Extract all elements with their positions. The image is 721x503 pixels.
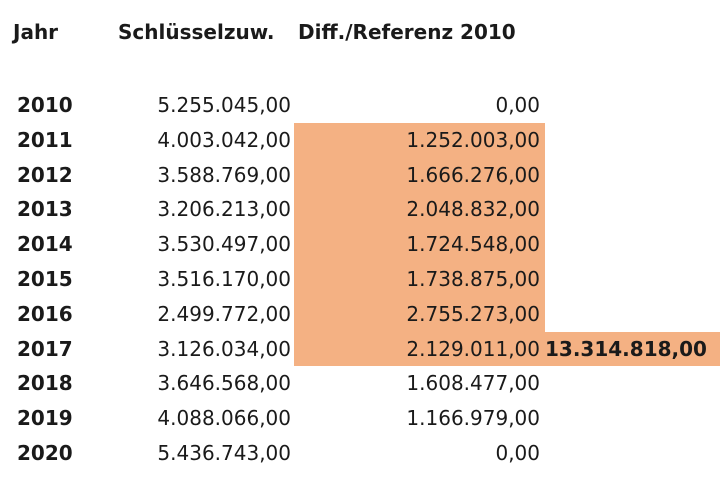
year-cell: 2014 [17,232,73,257]
table-row: 2017 3.126.034,00 2.129.011,00 13.314.81… [0,331,721,367]
year-cell: 2018 [17,371,73,396]
schluesselzuw-cell: 4.003.042,00 [157,127,291,152]
year-cell: 2015 [17,266,73,291]
schluesselzuw-cell: 4.088.066,00 [157,406,291,431]
table-row: 2014 3.530.497,00 1.724.548,00 [0,227,721,262]
table-row: 2020 5.436.743,00 0,00 [0,436,721,471]
table-row: 2019 4.088.066,00 1.166.979,00 [0,401,721,436]
table-row: 2010 5.255.045,00 0,00 [0,88,721,123]
table-row: 2018 3.646.568,00 1.608.477,00 [0,366,721,401]
header-diff-referenz: Diff./Referenz 2010 [298,20,516,44]
year-cell: 2017 [17,336,73,361]
year-cell: 2010 [17,93,73,117]
table-row: 2011 4.003.042,00 1.252.003,00 [0,122,721,158]
diff-cell: 2.048.832,00 [294,192,545,228]
table-row: 2013 3.206.213,00 2.048.832,00 [0,192,721,228]
schluesselzuw-cell: 3.588.769,00 [157,162,291,187]
total-cell: 13.314.818,00 [545,331,720,367]
diff-cell: 1.608.477,00 [406,371,540,396]
header-jahr: Jahr [13,20,59,44]
diff-cell: 1.724.548,00 [294,227,545,262]
year-cell: 2020 [17,440,73,465]
year-cell: 2019 [17,406,73,431]
schluesselzuw-cell: 5.436.743,00 [157,440,291,465]
year-cell: 2016 [17,301,73,326]
diff-cell: 2.129.011,00 [294,331,545,367]
schluesselzuw-cell: 3.646.568,00 [157,371,291,396]
schluesselzuw-cell: 2.499.772,00 [157,301,291,326]
diff-cell: 1.166.979,00 [406,406,540,431]
table-row: 2016 2.499.772,00 2.755.273,00 [0,296,721,332]
data-table: 2010 5.255.045,00 0,00 2011 4.003.042,00… [0,88,721,471]
schluesselzuw-cell: 3.516.170,00 [157,266,291,291]
table-row: 2015 3.516.170,00 1.738.875,00 [0,261,721,297]
year-cell: 2013 [17,197,73,222]
diff-cell: 1.738.875,00 [294,261,545,297]
header-schluesselzuweisung: Schlüsselzuw. [118,20,275,44]
schluesselzuw-cell: 3.126.034,00 [157,336,291,361]
schluesselzuw-cell: 5.255.045,00 [157,93,291,117]
diff-cell: 0,00 [495,93,540,117]
diff-cell: 1.252.003,00 [294,122,545,158]
year-cell: 2012 [17,162,73,187]
diff-cell: 0,00 [495,440,540,465]
diff-cell: 1.666.276,00 [294,157,545,193]
table-row: 2012 3.588.769,00 1.666.276,00 [0,157,721,193]
year-cell: 2011 [17,127,73,152]
diff-cell: 2.755.273,00 [294,296,545,332]
schluesselzuw-cell: 3.206.213,00 [157,197,291,222]
schluesselzuw-cell: 3.530.497,00 [157,232,291,257]
